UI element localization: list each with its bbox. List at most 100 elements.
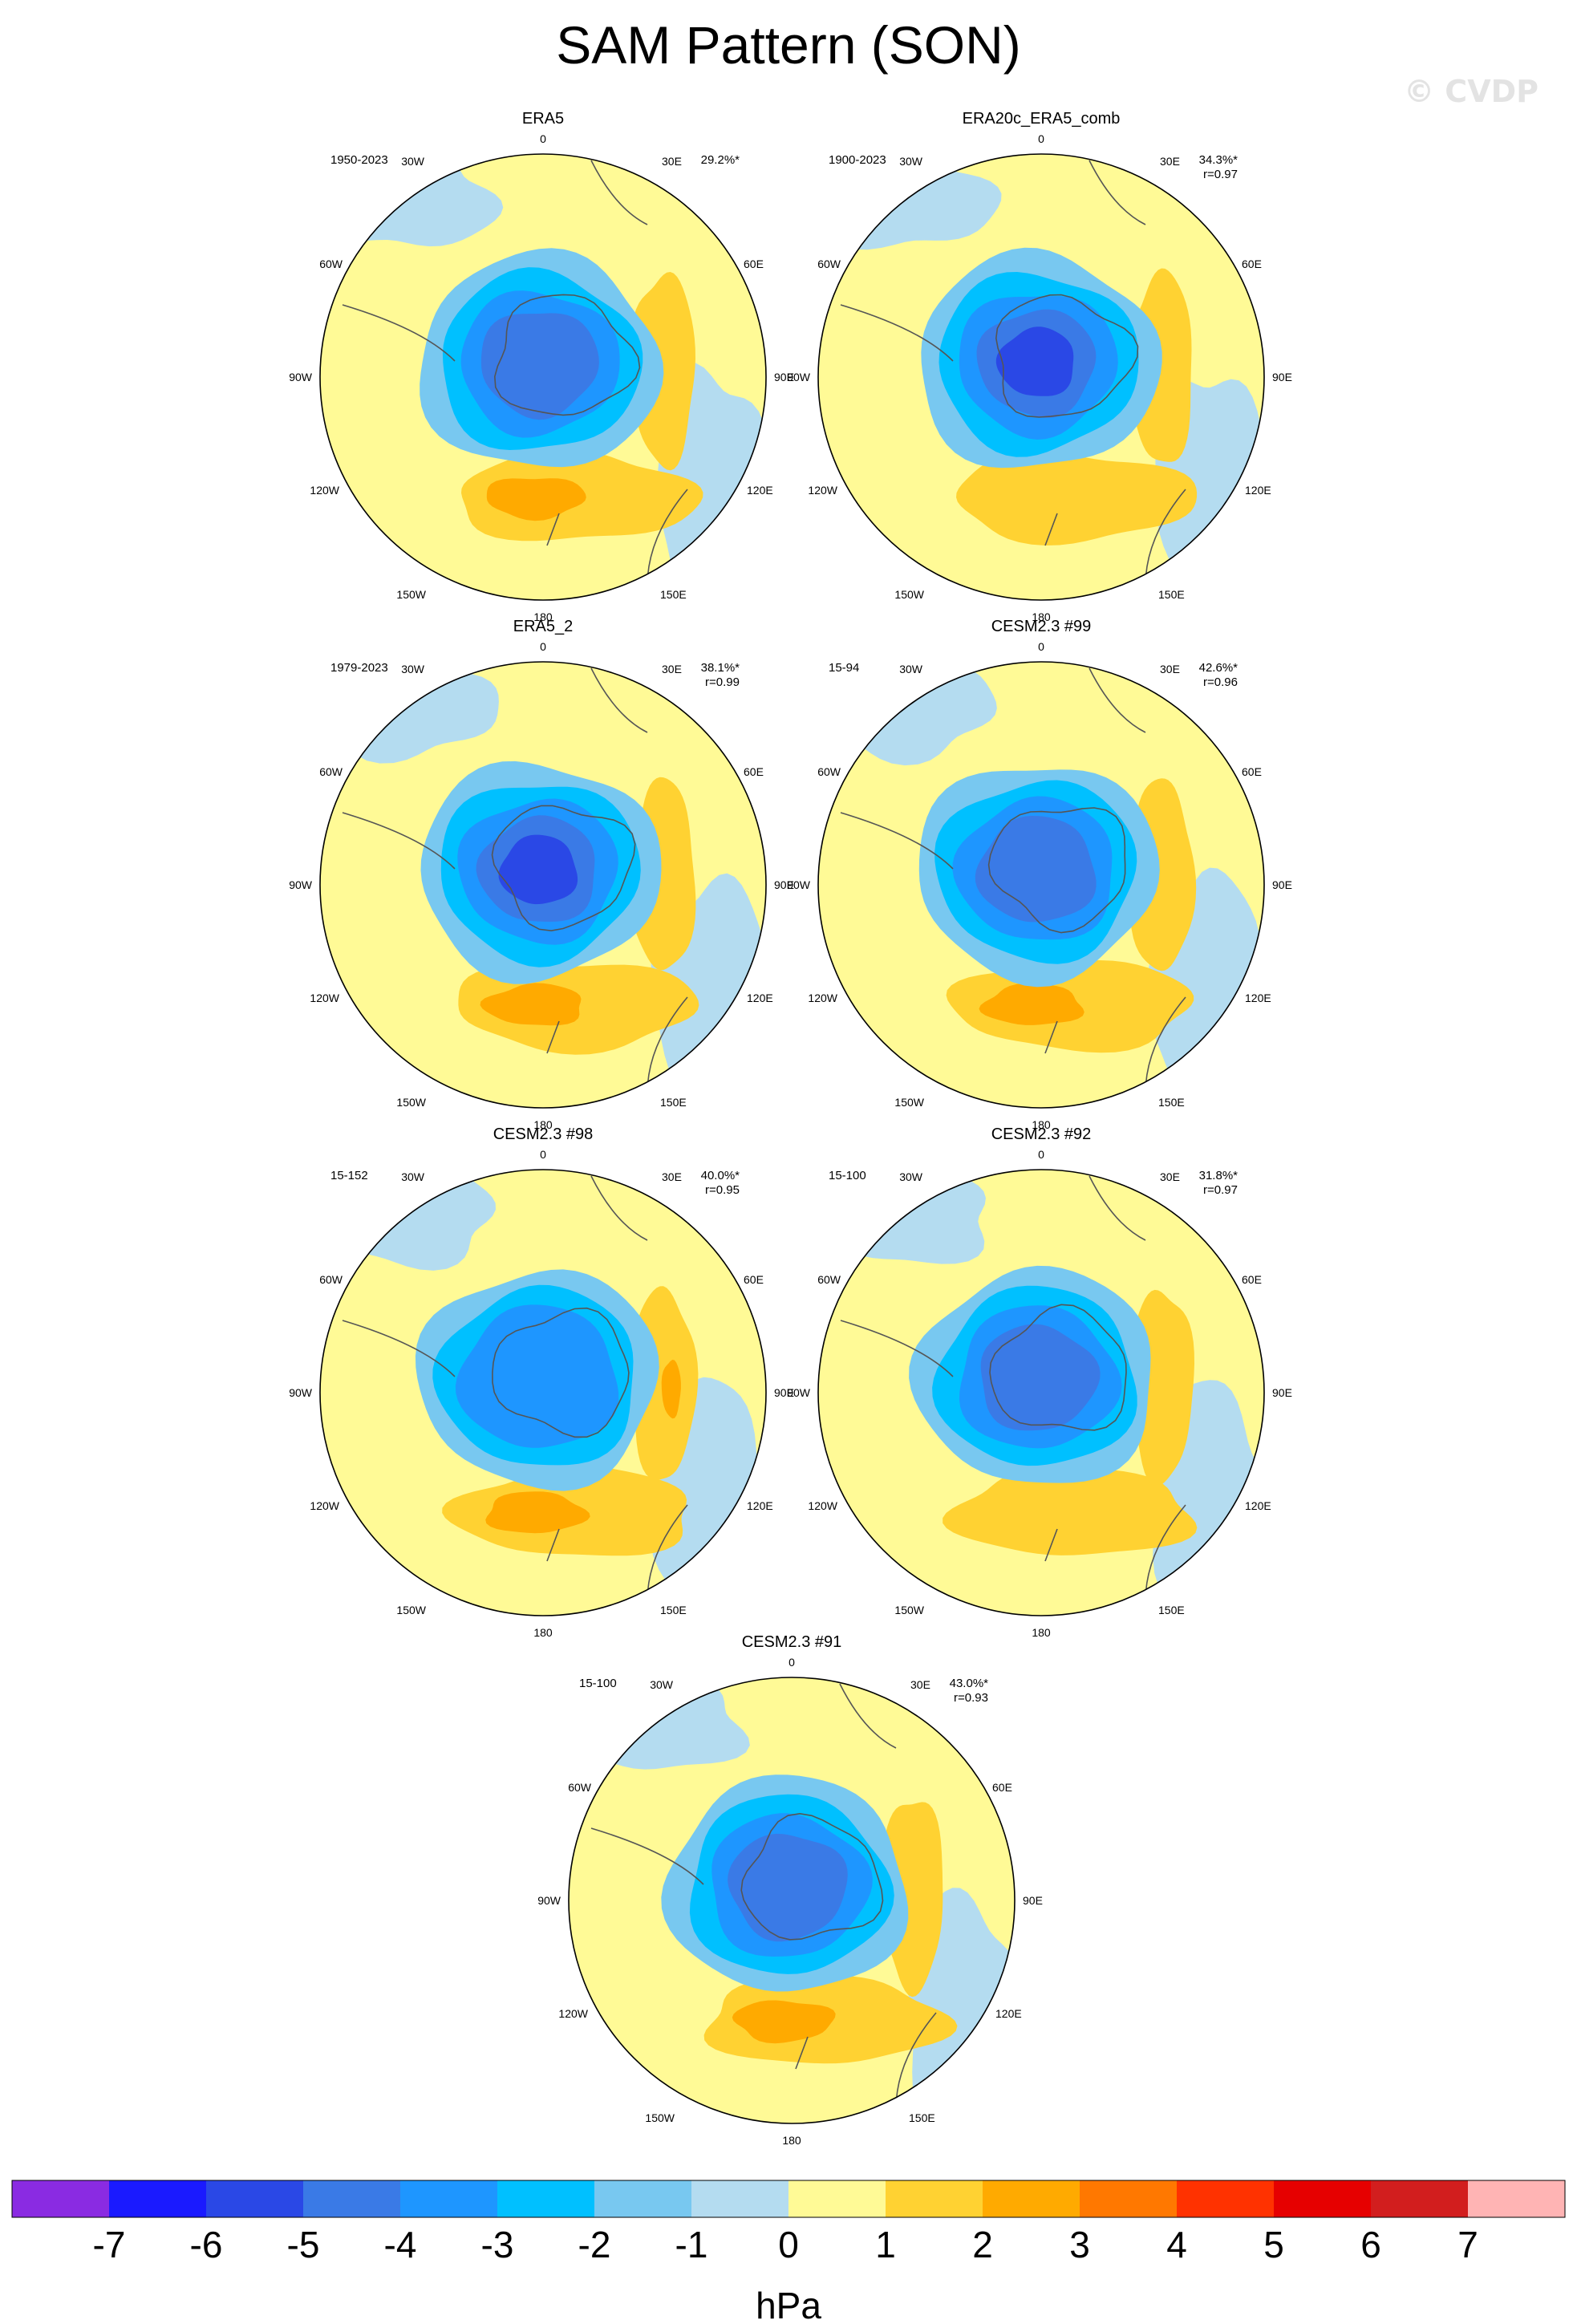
pos-band-pacific [943, 1466, 1198, 1555]
lon-label-120e: 120E [747, 484, 773, 497]
map-panel: 0 180 90W 90E 30W 60W 30E 60E 120W 150W 120E 150E CE… [787, 1125, 1292, 1639]
coastline-antarctica [995, 294, 1139, 418]
colorbar-swatch [691, 2180, 788, 2217]
lon-label-150w: 150W [894, 1604, 924, 1616]
lon-label-120w: 120W [310, 1499, 339, 1512]
lon-label-60w: 60W [817, 258, 841, 270]
colorbar-swatch [788, 2180, 886, 2217]
colorbar-swatch [12, 2180, 109, 2217]
map-panel: 0 180 90W 90E 30W 60W 30E 60E 120W 150W 120E 150E CE… [537, 1633, 1043, 2147]
neg-contour-antarctic [480, 313, 599, 420]
coastline-south-america [342, 1320, 456, 1377]
lon-label-150w: 150W [396, 1096, 426, 1109]
pos-core-pacific [486, 478, 586, 521]
coastline-antarctica [493, 294, 641, 416]
pos-core-indian [661, 1360, 681, 1419]
coastline-south-america [840, 812, 954, 870]
panel-title: CESM2.3 #91 [742, 1633, 842, 1651]
map-panel: 0 180 90W 90E 30W 60W 30E 60E 120W 150W 120E 150E ER… [289, 110, 794, 623]
coastline-new-zealand [1044, 1528, 1058, 1562]
lon-label-90e: 90E [774, 1386, 794, 1399]
colorbar-tick-label: 2 [972, 2224, 993, 2265]
colorbar-swatch [1177, 2180, 1274, 2217]
coastline-africa [590, 1175, 648, 1241]
colorbar-tick-label: -3 [481, 2224, 514, 2265]
panel-variance: 38.1%* [701, 661, 740, 675]
panel-period: 15-100 [829, 1169, 866, 1182]
coastline-africa [1088, 667, 1146, 733]
neg-contour-antarctic [975, 816, 1097, 923]
map-border [568, 1677, 1016, 2124]
colorbar: -7 -6 -5 -4 -3 -2 -1 0 1 2 3 4 5 6 7 hPa [11, 2180, 1566, 2324]
lon-label-120w: 120W [310, 484, 339, 497]
colorbar-swatch [1080, 2180, 1177, 2217]
pos-core-pacific [732, 2000, 836, 2044]
panel-correlation: r=0.93 [954, 1691, 988, 1705]
coastline-south-america [840, 1320, 954, 1377]
coastline-new-zealand [1044, 513, 1058, 546]
colorbar-tick-label: -5 [287, 2224, 320, 2265]
lon-label-120e: 120E [747, 1499, 773, 1512]
map-border [319, 661, 767, 1109]
panel-variance: 31.8%* [1199, 1169, 1238, 1182]
colorbar-swatch [497, 2180, 594, 2217]
coastline-south-america [342, 812, 456, 870]
coastline-new-zealand [546, 1020, 560, 1054]
lon-label-90e: 90E [774, 878, 794, 891]
coastline-africa [590, 667, 648, 733]
panel-period: 15-100 [579, 1677, 617, 1690]
map-field [320, 1170, 766, 1616]
lon-label-30e: 30E [910, 1678, 930, 1691]
colorbar-swatch [303, 2180, 400, 2217]
colorbar-swatch [1274, 2180, 1371, 2217]
lon-label-150w: 150W [894, 588, 924, 601]
colorbar-swatch [594, 2180, 691, 2217]
lon-label-30e: 30E [662, 155, 682, 168]
lon-label-60w: 60W [319, 765, 343, 778]
lon-label-180: 180 [533, 1626, 553, 1639]
panel-variance: 34.3%* [1199, 153, 1238, 167]
neg-contour-antarctic [498, 834, 578, 905]
lon-label-180: 180 [1032, 1626, 1051, 1639]
map-field [818, 154, 1264, 600]
colorbar-swatch [206, 2180, 303, 2217]
lon-label-120w: 120W [808, 992, 837, 1004]
pos-core-pacific [979, 983, 1084, 1025]
lon-label-120e: 120E [995, 2007, 1022, 2020]
lon-label-180: 180 [533, 610, 553, 623]
panel-correlation: r=0.95 [705, 1183, 740, 1197]
lon-label-120e: 120E [1245, 992, 1271, 1004]
colorbar-tick-label: 5 [1263, 2224, 1284, 2265]
lon-label-90w: 90W [787, 878, 811, 891]
lon-label-30w: 30W [650, 1678, 674, 1691]
lon-label-30e: 30E [1160, 1170, 1180, 1183]
neg-contour-antarctic [980, 1324, 1101, 1431]
panel-variance: 29.2%* [701, 153, 740, 167]
neg-contour-antarctic [728, 1833, 848, 1942]
lon-label-150w: 150W [396, 588, 426, 601]
colorbar-tick-label: -1 [675, 2224, 708, 2265]
coastline-new-zealand [546, 1528, 560, 1562]
map-panel: 0 180 90W 90E 30W 60W 30E 60E 120W 150W 120E 150E CE… [289, 1125, 794, 1639]
lon-label-60e: 60E [1242, 765, 1262, 778]
colorbar-frame [11, 2180, 1566, 2218]
coastline-new-zealand [546, 513, 560, 546]
map-border [319, 153, 767, 601]
lon-label-60e: 60E [992, 1781, 1012, 1794]
lon-label-30e: 30E [1160, 155, 1180, 168]
lon-label-30w: 30W [899, 663, 923, 675]
lon-label-120w: 120W [558, 2007, 588, 2020]
panel-period: 1979-2023 [330, 661, 388, 675]
lon-label-120w: 120W [808, 1499, 837, 1512]
coastline-antarctica [989, 1304, 1127, 1431]
lon-label-150e: 150E [1158, 1604, 1185, 1616]
lon-label-60e: 60E [1242, 258, 1262, 270]
lon-label-90w: 90W [537, 1894, 561, 1907]
lon-label-90w: 90W [289, 371, 313, 383]
lon-label-30w: 30W [899, 155, 923, 168]
lon-label-150e: 150E [660, 1096, 687, 1109]
panel-title: ERA20c_ERA5_comb [963, 110, 1121, 128]
coastline-south-america [840, 304, 954, 362]
panel-variance: 42.6%* [1199, 661, 1238, 675]
